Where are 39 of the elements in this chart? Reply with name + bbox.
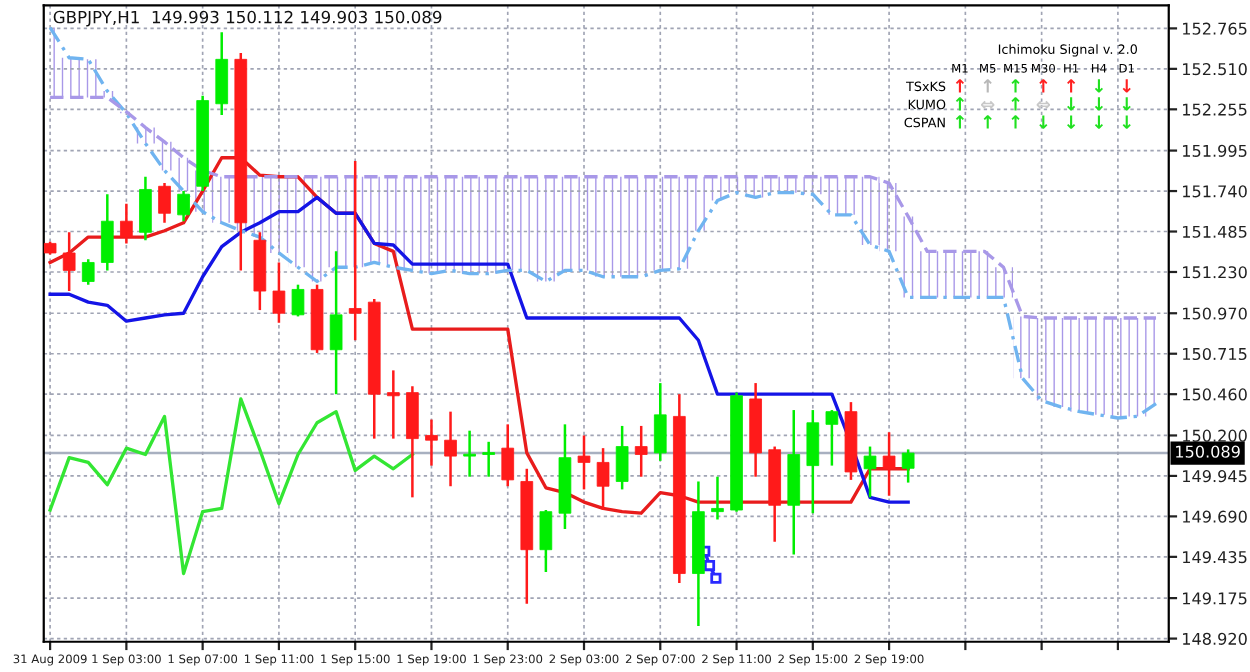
text: ↓ [1094,115,1104,129]
y-tick-label: 149.435 [1183,551,1247,564]
text: ↑ [955,79,964,93]
y-tick-label: 148.920 [1183,632,1247,645]
text: ↑ [955,115,964,129]
y-tick-label: 150.460 [1183,388,1247,401]
chart-title: GBPJPY,H1 149.993 150.112 149.903 150.089 [53,10,442,27]
y-tick-label: 150.200 [1183,429,1247,442]
text: ↑ [1011,115,1020,129]
text: ↓ [1094,97,1104,111]
text: ↓ [1122,79,1131,93]
text: ↑ [1011,79,1020,93]
y-tick-label: 152.765 [1183,22,1247,35]
y-tick-label: 151.740 [1183,185,1247,198]
y-tick-label: 151.230 [1183,266,1247,279]
text: ↑ [983,79,992,93]
ref-line-label: 150.089 [1176,445,1240,458]
text: ↓ [1039,115,1048,129]
text: ⇔ [1036,100,1050,109]
y-tick-label: 151.995 [1183,144,1247,157]
y-tick-label: 149.945 [1183,470,1247,483]
text: ↑ [983,115,992,129]
text: ↓ [1122,115,1131,129]
y-tick-label: 149.690 [1183,510,1247,523]
y-tick-label: 152.510 [1183,63,1247,76]
text: ↑ [1039,79,1048,93]
y-tick-label: 150.970 [1183,307,1247,320]
text: ↓ [1067,115,1076,129]
text: ↑ [1067,79,1076,93]
y-tick-label: 151.485 [1183,225,1247,238]
text: ↑ [1011,97,1020,111]
text: ↓ [1067,97,1076,111]
text: ↑ [955,97,964,111]
text: ↓ [1094,79,1104,93]
text: ↓ [1122,97,1131,111]
y-tick-label: 150.715 [1183,347,1247,361]
y-tick-label: 152.255 [1183,103,1247,116]
text: ⇔ [981,100,995,109]
y-tick-label: 149.175 [1183,592,1247,605]
